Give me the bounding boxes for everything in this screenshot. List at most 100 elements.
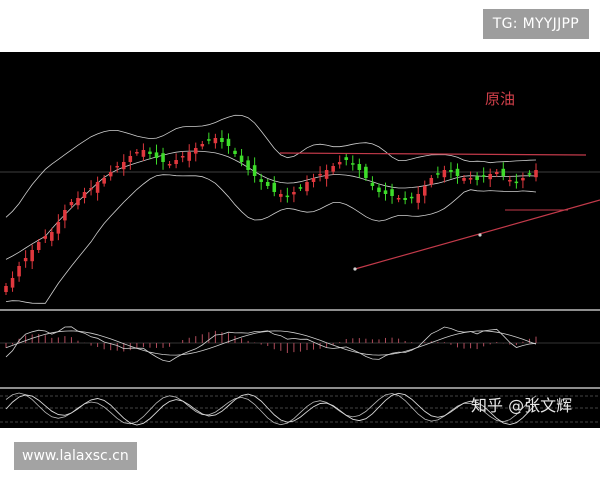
candle-body [396, 198, 401, 200]
macd-panel [0, 326, 600, 363]
candle-body [409, 196, 414, 199]
candle-body [265, 182, 270, 186]
candle-body [527, 173, 532, 175]
candle-body [449, 170, 453, 172]
candle-body [95, 182, 100, 193]
candle-body [370, 182, 375, 186]
candle-body [141, 150, 146, 157]
bollinger-bands [0, 114, 600, 304]
candle-body [115, 166, 120, 168]
candle-body [508, 180, 512, 182]
candle-body [494, 172, 499, 174]
candle-body [30, 250, 34, 262]
candle-body [128, 156, 133, 162]
candle-body [292, 192, 296, 195]
kdj-d-line [5, 392, 537, 426]
candle-body [436, 173, 440, 175]
candle-body [220, 138, 224, 142]
candle-body [468, 178, 473, 180]
kdj-panel [0, 392, 600, 426]
candle-body [272, 182, 277, 192]
macd-dif-line [5, 326, 537, 363]
candle-body [351, 163, 355, 165]
candle-body [246, 160, 250, 170]
candle-body [23, 258, 28, 262]
url-watermark: www.lalaxsc.cn [14, 442, 137, 470]
candle-body [521, 178, 525, 181]
candle-body [207, 139, 211, 141]
candle-body [180, 156, 185, 158]
candle-body [252, 165, 257, 176]
candle-body [534, 170, 538, 178]
candle-body [154, 152, 159, 158]
panel-separators [0, 309, 600, 389]
candle-body [403, 198, 407, 200]
candle-body [69, 202, 74, 206]
trendline-anchor-dot [353, 267, 357, 271]
trendlines [279, 152, 600, 271]
candle-body [89, 188, 93, 190]
candle-body [76, 198, 80, 206]
candle-body [17, 266, 21, 277]
candle-body [488, 174, 492, 180]
candle-body [213, 138, 218, 144]
candlestick-chart [0, 114, 600, 426]
upper-band-line [5, 114, 537, 218]
candle-body [383, 190, 388, 194]
candle-body [416, 194, 420, 203]
candle-body [63, 210, 67, 221]
rising-trendline [354, 199, 600, 270]
candle-body [43, 236, 48, 239]
candle-body [514, 181, 519, 184]
candle-body [462, 178, 466, 181]
candle-body [298, 187, 303, 189]
candle-body [122, 162, 126, 170]
candle-body [305, 182, 309, 192]
candle-body [50, 232, 54, 241]
resistance-line [279, 152, 587, 156]
candle-body [82, 192, 87, 198]
candle-body [390, 189, 394, 196]
candle-body [311, 178, 316, 182]
candle-body [239, 155, 244, 162]
candle-body [455, 168, 460, 176]
candles [4, 130, 538, 295]
candle-body [233, 150, 237, 154]
candle-body [377, 187, 381, 192]
candle-body [167, 164, 172, 166]
candle-body [193, 148, 198, 154]
candle-body [174, 160, 178, 164]
candle-body [331, 166, 335, 172]
credit-watermark: 知乎 @张文辉 [471, 396, 573, 415]
candle-body [344, 157, 349, 160]
candle-body [148, 151, 152, 154]
candle-body [187, 152, 191, 161]
chart-title: 原油 [485, 90, 516, 108]
candle-body [442, 170, 447, 178]
candle-body [259, 179, 263, 182]
candle-body [10, 278, 15, 288]
candle-body [102, 178, 106, 184]
trendline-anchor-dot [478, 233, 482, 237]
candle-body [318, 174, 322, 176]
middle-band-line [5, 150, 537, 260]
candle-body [200, 144, 205, 147]
candle-body [161, 153, 165, 162]
candle-body [4, 286, 8, 292]
candle-body [56, 222, 61, 234]
candle-body [36, 242, 41, 250]
candle-body [337, 162, 342, 165]
candle-body [475, 176, 479, 180]
tg-watermark: TG: MYYJJPP [482, 9, 589, 39]
candle-body [429, 178, 434, 185]
candle-body [324, 170, 329, 179]
candle-body [135, 152, 139, 154]
chart-area [0, 52, 600, 428]
lower-band-line [5, 174, 537, 304]
macd-dea-line [5, 330, 537, 356]
candle-body [108, 172, 113, 177]
candle-body [364, 166, 368, 178]
candle-body [357, 164, 362, 170]
candle-body [422, 186, 427, 196]
candle-body [285, 195, 290, 198]
